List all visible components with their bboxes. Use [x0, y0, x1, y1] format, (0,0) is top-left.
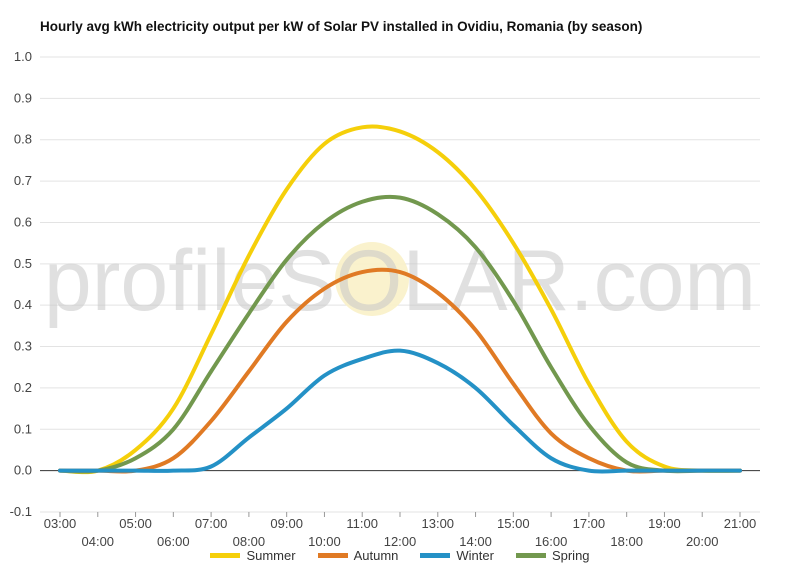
- y-tick-label: 0.5: [14, 256, 32, 271]
- legend-item-autumn[interactable]: Autumn: [317, 548, 399, 563]
- chart-title: Hourly avg kWh electricity output per kW…: [40, 19, 643, 34]
- legend-swatch: [210, 553, 241, 558]
- legend-label: Autumn: [353, 548, 399, 563]
- x-tick-label: 16:00: [535, 534, 568, 549]
- y-tick-label: -0.1: [10, 504, 32, 519]
- x-tick-label: 21:00: [724, 516, 757, 531]
- x-tick-label: 19:00: [648, 516, 681, 531]
- x-tick-label: 15:00: [497, 516, 530, 531]
- legend-label: Winter: [456, 548, 494, 563]
- x-tick-label: 09:00: [270, 516, 303, 531]
- watermark-sun-icon: [335, 242, 409, 316]
- y-tick-label: 0.4: [14, 297, 32, 312]
- y-tick-label: 0.0: [14, 463, 32, 478]
- x-tick-label: 08:00: [233, 534, 266, 549]
- x-tick-label: 06:00: [157, 534, 190, 549]
- legend-label: Summer: [246, 548, 296, 563]
- x-tick-label: 18:00: [610, 534, 643, 549]
- x-tick-label: 05:00: [119, 516, 152, 531]
- x-tick-label: 04:00: [82, 534, 115, 549]
- x-tick-label: 07:00: [195, 516, 228, 531]
- legend-label: Spring: [551, 548, 590, 563]
- x-tick-label: 17:00: [573, 516, 606, 531]
- y-tick-label: 0.8: [14, 132, 32, 147]
- y-tick-label: 0.9: [14, 90, 32, 105]
- series-lines: [58, 124, 742, 475]
- legend-swatch: [317, 553, 348, 558]
- series-line-spring: [58, 194, 742, 474]
- legend-item-winter[interactable]: Winter: [420, 548, 494, 563]
- x-tick-label: 11:00: [346, 516, 378, 531]
- y-axis-ticks: -0.1 0.0 0.1 0.2 0.3 0.4 0.5 0.6 0.7 0.8 0.9 1.0: [10, 49, 32, 519]
- series-line-winter: [58, 348, 742, 474]
- y-tick-label: 0.1: [14, 421, 32, 436]
- y-tick-label: 0.3: [14, 339, 32, 354]
- legend-swatch: [420, 553, 451, 558]
- x-tick-label: 20:00: [686, 534, 719, 549]
- legend-swatch: [515, 553, 546, 558]
- y-tick-label: 0.7: [14, 173, 32, 188]
- y-tick-label: 0.2: [14, 380, 32, 395]
- series-line-summer: [58, 124, 742, 475]
- y-tick-label: 0.6: [14, 214, 32, 229]
- x-axis-ticks: 03:00 04:00 05:00 06:00 07:00 08:00 09:00 10:00…: [44, 512, 757, 549]
- x-tick-label: 12:00: [384, 534, 417, 549]
- legend-item-spring[interactable]: Spring: [515, 548, 590, 563]
- legend: Summer Autumn Winter Spring: [0, 548, 800, 563]
- watermark: profileSOLAR.com: [44, 233, 756, 329]
- x-tick-label: 13:00: [422, 516, 455, 531]
- watermark-text: profileSOLAR.com: [44, 233, 756, 329]
- x-tick-label: 03:00: [44, 516, 77, 531]
- y-tick-label: 1.0: [14, 49, 32, 64]
- legend-item-summer[interactable]: Summer: [210, 548, 296, 563]
- x-tick-label: 14:00: [459, 534, 492, 549]
- x-tick-label: 10:00: [308, 534, 341, 549]
